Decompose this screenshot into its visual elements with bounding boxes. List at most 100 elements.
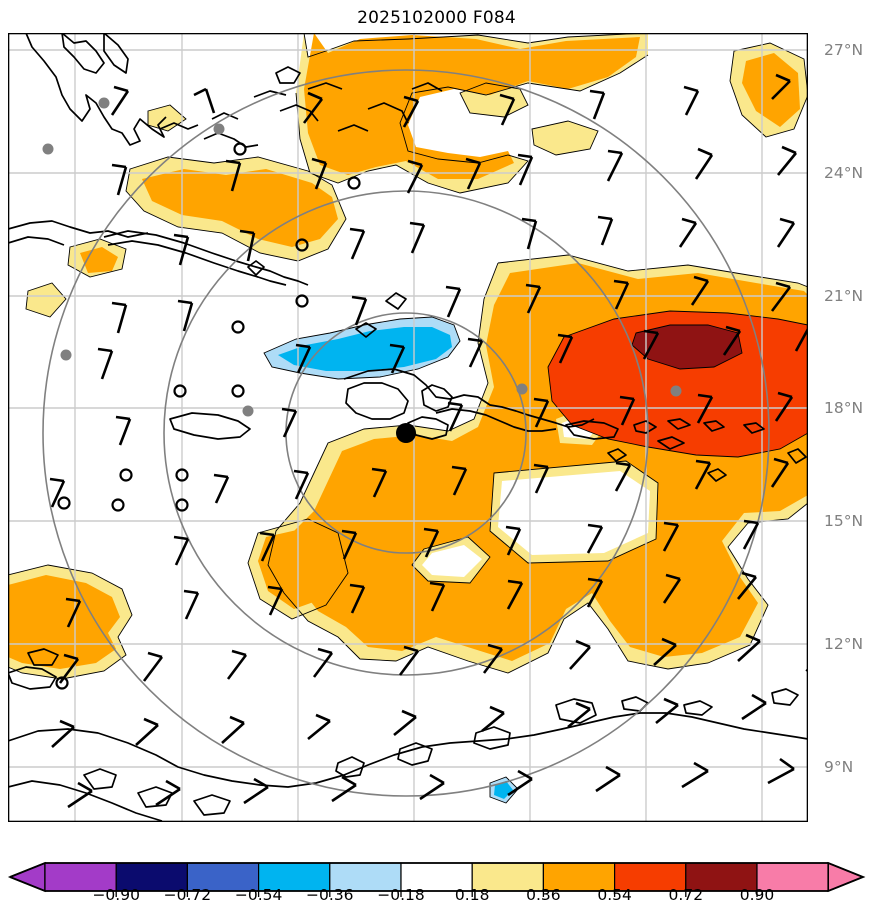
calm-circle <box>111 498 125 512</box>
calm-circle-layer <box>55 142 361 690</box>
wind-barb <box>142 651 164 682</box>
wind-barb <box>482 643 504 674</box>
wind-barb <box>525 283 542 314</box>
colorbar-canvas[interactable] <box>0 860 873 924</box>
map-canvas[interactable] <box>8 33 808 822</box>
wind-barb <box>312 647 334 678</box>
contourf-cyan <box>278 327 452 371</box>
wind-barb-layer <box>49 73 808 809</box>
wind-barb <box>642 329 660 360</box>
calm-circle <box>173 384 187 398</box>
lat-tick-24n: 24°N <box>824 164 864 182</box>
wind-barb <box>173 233 190 266</box>
city-marker <box>60 349 72 361</box>
wind-barb <box>595 765 621 793</box>
contourf-orange <box>142 169 338 247</box>
wind-barb <box>533 397 550 428</box>
contourf-pale-yellow <box>26 283 66 317</box>
wind-barb <box>557 333 574 364</box>
contourf-orange <box>80 247 118 273</box>
colorbar-segment <box>471 862 545 892</box>
wind-barb <box>351 295 368 326</box>
calm-circle <box>295 238 309 252</box>
contourf-pale-yellow <box>532 121 598 155</box>
wind-barb <box>409 221 426 254</box>
wind-barb <box>221 715 245 744</box>
wind-barb <box>465 157 482 190</box>
range-ring-middle <box>163 190 649 676</box>
wind-barb <box>183 589 200 620</box>
city-marker <box>98 97 110 109</box>
wind-barb <box>193 87 216 114</box>
lat-tick-12n: 12°N <box>824 635 864 653</box>
wind-barb <box>213 473 230 504</box>
wind-barb <box>389 343 406 374</box>
colorbar-tick-label: −0.90 <box>92 886 140 904</box>
wind-barb <box>135 717 159 746</box>
coastline-layer <box>8 33 808 822</box>
wind-barb <box>771 73 791 100</box>
wind-barb <box>177 299 194 332</box>
colorbar-extend-max <box>827 861 866 893</box>
wind-barb <box>533 463 550 494</box>
wind-barb <box>569 639 591 670</box>
wind-barb <box>281 407 298 438</box>
colorbar[interactable]: −0.90 −0.72 −0.54 −0.36 −0.18 0.18 0.36 … <box>0 860 873 924</box>
wind-barb <box>173 535 190 566</box>
wind-barb <box>694 147 714 180</box>
wind-barb <box>505 525 522 556</box>
wind-barb <box>770 457 790 488</box>
lat-tick-18n: 18°N <box>824 399 864 417</box>
colorbar-ticks <box>115 891 758 897</box>
wind-barb <box>521 217 538 250</box>
wind-barb <box>423 527 440 558</box>
wind-barb <box>507 769 533 797</box>
calm-circle <box>231 320 245 334</box>
wind-barb <box>97 347 114 380</box>
colorbar-segment <box>756 862 829 892</box>
wind-barb <box>225 159 242 192</box>
map-plot-area[interactable]: 27°N 24°N 21°N 18°N 15°N 12°N 9°N 81°W 7… <box>8 33 863 879</box>
storm-center-marker[interactable] <box>396 423 416 443</box>
wind-barb <box>302 91 324 124</box>
page-title: 2025102000 F084 <box>357 8 516 28</box>
wind-barb <box>111 163 128 196</box>
city-marker <box>670 385 682 397</box>
wind-barb <box>115 415 132 446</box>
wind-barb <box>267 585 284 616</box>
calm-circle <box>233 142 247 156</box>
wind-barb <box>776 145 798 176</box>
wind-barb <box>155 779 181 807</box>
contour-line-layer <box>8 33 808 804</box>
wind-barb <box>341 529 358 560</box>
wind-barb <box>737 633 761 662</box>
wind-barb <box>619 395 636 426</box>
wind-barb <box>613 279 630 310</box>
wind-barb <box>295 343 312 374</box>
contourf-orange <box>304 33 640 179</box>
wind-barb <box>506 579 524 610</box>
colorbar-segment <box>685 862 758 892</box>
wind-barb <box>774 391 794 422</box>
contourf-orange <box>8 575 120 669</box>
contourf-red-orange <box>548 311 808 457</box>
wind-barb <box>499 93 516 126</box>
colorbar-tick-label: 0.90 <box>739 886 775 904</box>
wind-barb <box>110 85 130 116</box>
wind-barb <box>111 301 128 334</box>
wind-barb <box>770 281 792 312</box>
wind-barb <box>406 159 424 194</box>
colorbar-tick-label: −0.54 <box>234 886 283 904</box>
wind-barb <box>51 719 75 748</box>
calm-circle <box>175 498 189 512</box>
colorbar-segment <box>613 862 687 892</box>
wind-barb <box>655 697 679 725</box>
wind-barb <box>678 217 698 248</box>
colorbar-tick-label: 0.54 <box>597 886 632 904</box>
wind-barb <box>696 393 714 424</box>
colorbar-tick-label: −0.36 <box>306 886 354 904</box>
wind-barb <box>259 531 276 562</box>
wind-barb <box>243 777 269 805</box>
wind-barb <box>58 653 80 684</box>
contourf-dark-red <box>632 325 742 369</box>
